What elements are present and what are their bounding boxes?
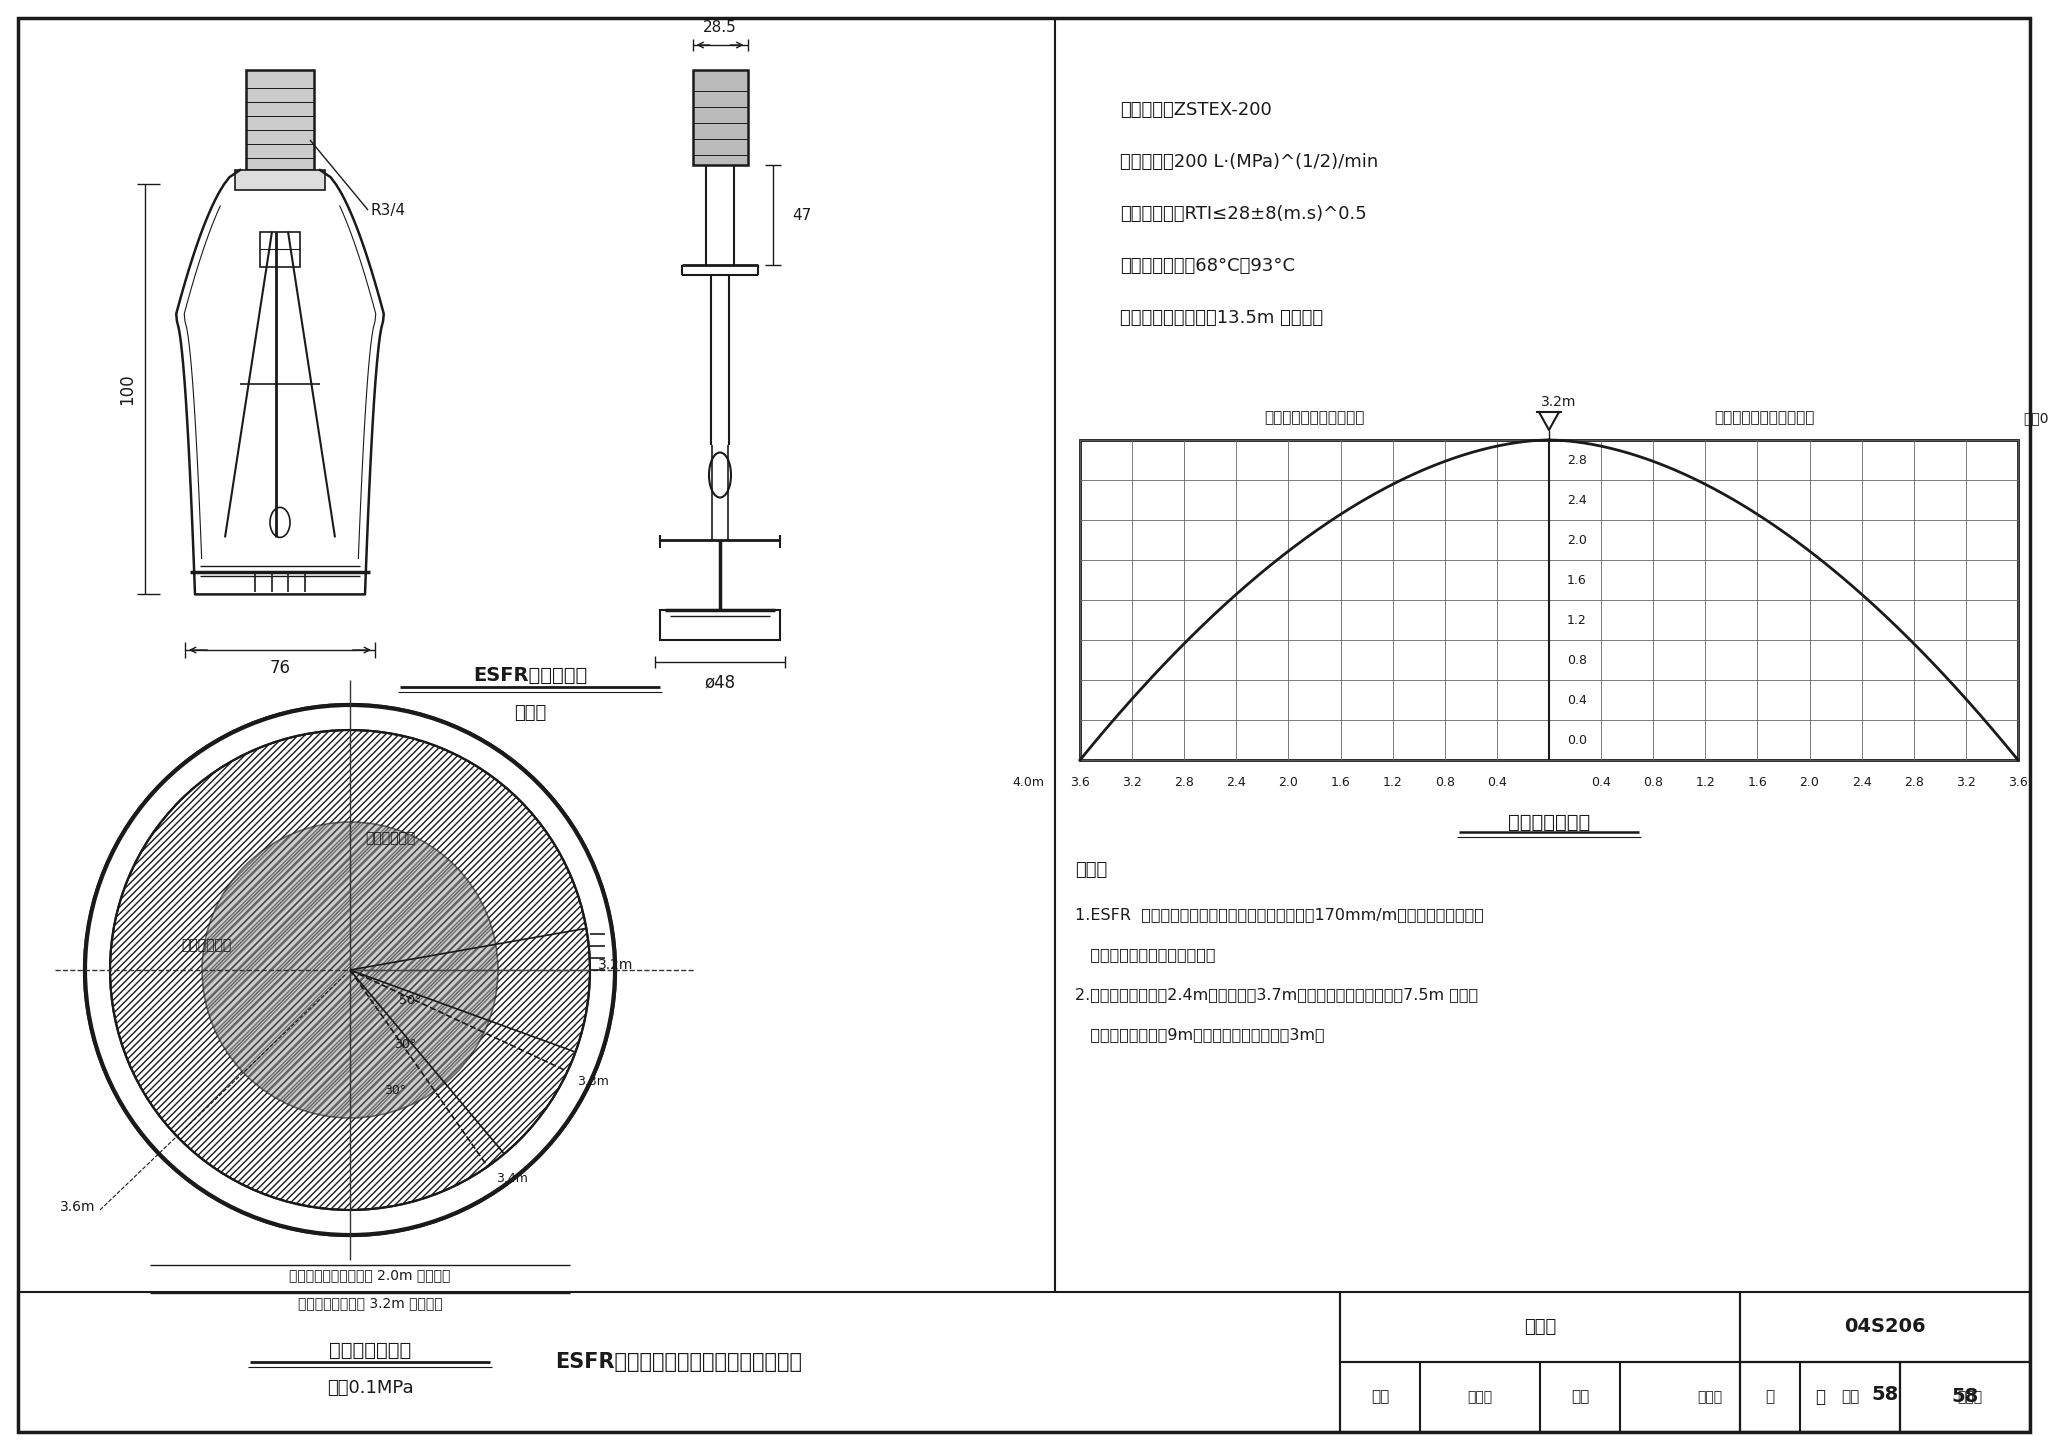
Text: 3.4m: 3.4m	[496, 1172, 528, 1185]
Bar	[1079, 439, 2017, 760]
Text: 图集号: 图集号	[1524, 1318, 1556, 1335]
Text: 3.3m: 3.3m	[578, 1074, 610, 1088]
Text: 高成钊: 高成钊	[1698, 1391, 1722, 1404]
Text: 0.8: 0.8	[1642, 776, 1663, 789]
Text: 下垂型: 下垂型	[514, 705, 547, 722]
Bar	[1741, 1362, 1901, 1433]
Circle shape	[111, 729, 590, 1209]
Text: ø48: ø48	[705, 673, 735, 692]
Text: 47: 47	[793, 207, 811, 222]
Text: 公称动作温度：68°C、93°C: 公称动作温度：68°C、93°C	[1120, 257, 1294, 276]
Text: 3.2m: 3.2m	[1542, 394, 1577, 409]
Text: 1.6: 1.6	[1747, 776, 1767, 789]
Text: 3.2: 3.2	[1122, 776, 1143, 789]
Text: 1.2: 1.2	[1382, 776, 1403, 789]
Bar	[1901, 1362, 2030, 1433]
Text: 0.4: 0.4	[1567, 693, 1587, 706]
Text: 1.ESFR  喷头安装在建筑物顶板或吊顶坡度不超过170mm/m的场所，喷头溅水盘: 1.ESFR 喷头安装在建筑物顶板或吊顶坡度不超过170mm/m的场所，喷头溅水…	[1075, 908, 1485, 922]
Text: 该线为距离溅水盘 3.2m 处布水线: 该线为距离溅水盘 3.2m 处布水线	[297, 1296, 442, 1309]
Text: 4.0m: 4.0m	[1012, 776, 1044, 789]
Text: 空间净空高度大于9m时，喷头间距不应大于3m。: 空间净空高度大于9m时，喷头间距不应大于3m。	[1075, 1028, 1325, 1043]
Text: 2.4: 2.4	[1851, 776, 1872, 789]
Text: 垂直拱架方向－洒水曲线: 垂直拱架方向－洒水曲线	[1714, 410, 1815, 425]
Text: 50°: 50°	[399, 993, 422, 1006]
Text: 2.4: 2.4	[1227, 776, 1247, 789]
Text: 2.8: 2.8	[1567, 454, 1587, 467]
Text: R3/4: R3/4	[371, 203, 406, 218]
Text: 04S206: 04S206	[1843, 1318, 1925, 1337]
Text: 58: 58	[1872, 1386, 1898, 1405]
Circle shape	[203, 822, 498, 1118]
Bar	[236, 170, 326, 190]
Text: 0.4: 0.4	[1487, 776, 1507, 789]
Text: 喷头布水曲线图: 喷头布水曲线图	[1507, 812, 1589, 831]
Text: 产品型号：ZSTEX-200: 产品型号：ZSTEX-200	[1120, 102, 1272, 119]
Bar	[18, 1292, 1339, 1433]
Text: 1.6: 1.6	[1331, 776, 1350, 789]
Text: 2.0: 2.0	[1567, 534, 1587, 547]
Text: 说明：: 说明：	[1075, 861, 1108, 879]
Text: 2.8: 2.8	[1905, 776, 1923, 789]
Text: 2.0: 2.0	[1278, 776, 1298, 789]
Text: 2.0: 2.0	[1800, 776, 1819, 789]
Text: 3.6: 3.6	[1071, 776, 1090, 789]
Text: 0.4: 0.4	[1591, 776, 1612, 789]
Text: 58: 58	[1952, 1388, 1978, 1406]
Text: ESFR喷头大样图: ESFR喷头大样图	[473, 666, 588, 684]
Text: 76: 76	[270, 658, 291, 677]
Text: 阴影部分为距离溅水盘 2.0m 处布水线: 阴影部分为距离溅水盘 2.0m 处布水线	[289, 1267, 451, 1282]
Text: 页: 页	[1765, 1389, 1774, 1405]
Bar	[1741, 1292, 2030, 1362]
Text: 3.2m: 3.2m	[598, 958, 633, 972]
Text: 2.喷头间距不应小于2.4m且不应大于3.7m，当被保护对象高度大于7.5m 或保护: 2.喷头间距不应小于2.4m且不应大于3.7m，当被保护对象高度大于7.5m 或…	[1075, 987, 1479, 1002]
Text: 校对: 校对	[1571, 1389, 1589, 1405]
Text: 设计: 设计	[1841, 1389, 1860, 1405]
Text: 必须平行于顶板或吊顶安装。: 必须平行于顶板或吊顶安装。	[1075, 947, 1217, 963]
Text: 页: 页	[1815, 1388, 1825, 1406]
Text: 1.2: 1.2	[1567, 613, 1587, 626]
Text: 100: 100	[119, 374, 135, 405]
Text: 三和韵: 三和韵	[1468, 1391, 1493, 1404]
Text: 刘伟中: 刘伟中	[1958, 1391, 1982, 1404]
Text: 0.8: 0.8	[1436, 776, 1454, 789]
Text: 反应灵敏性：RTI≤28±8(m.s)^0.5: 反应灵敏性：RTI≤28±8(m.s)^0.5	[1120, 204, 1366, 223]
Text: 0.0: 0.0	[1567, 734, 1587, 747]
Text: 平行拱架方向－洒水曲线: 平行拱架方向－洒水曲线	[1264, 410, 1364, 425]
Text: 2.4: 2.4	[1567, 493, 1587, 506]
Text: 垂直拱架方向: 垂直拱架方向	[365, 831, 416, 845]
Text: 0.8: 0.8	[1567, 654, 1587, 667]
Bar	[1741, 1362, 2030, 1433]
Circle shape	[86, 705, 614, 1235]
Text: 审核: 审核	[1370, 1389, 1389, 1405]
Text: 水压0.1MPa: 水压0.1MPa	[328, 1379, 414, 1396]
Text: 3.6m: 3.6m	[59, 1201, 94, 1214]
Text: 30°: 30°	[393, 1038, 416, 1051]
Text: 1.6: 1.6	[1567, 574, 1587, 586]
Text: 28.5: 28.5	[702, 19, 737, 35]
Text: 流量系数：200 L·(MPa)^(1/2)/min: 流量系数：200 L·(MPa)^(1/2)/min	[1120, 154, 1378, 171]
Bar	[1339, 1292, 1741, 1362]
Bar	[659, 610, 780, 639]
Bar	[246, 70, 313, 170]
Text: 平行拱架方向: 平行拱架方向	[180, 938, 231, 953]
Bar	[260, 232, 299, 267]
Text: 30°: 30°	[383, 1083, 406, 1096]
Text: ESFR早期灭火快速响应洒水喷头大样图: ESFR早期灭火快速响应洒水喷头大样图	[555, 1351, 803, 1372]
Text: 2.8: 2.8	[1174, 776, 1194, 789]
Wedge shape	[86, 705, 614, 1235]
Text: 水压0.1MPa: 水压0.1MPa	[2023, 410, 2048, 425]
Bar	[1339, 1362, 1741, 1433]
Text: 适用于净空高度高达13.5m 的大空间: 适用于净空高度高达13.5m 的大空间	[1120, 309, 1323, 328]
Bar	[692, 70, 748, 165]
Text: 3.2: 3.2	[1956, 776, 1976, 789]
Text: 喷头布水截面图: 喷头布水截面图	[330, 1340, 412, 1360]
Text: 3.6: 3.6	[2009, 776, 2028, 789]
Text: 1.2: 1.2	[1696, 776, 1716, 789]
